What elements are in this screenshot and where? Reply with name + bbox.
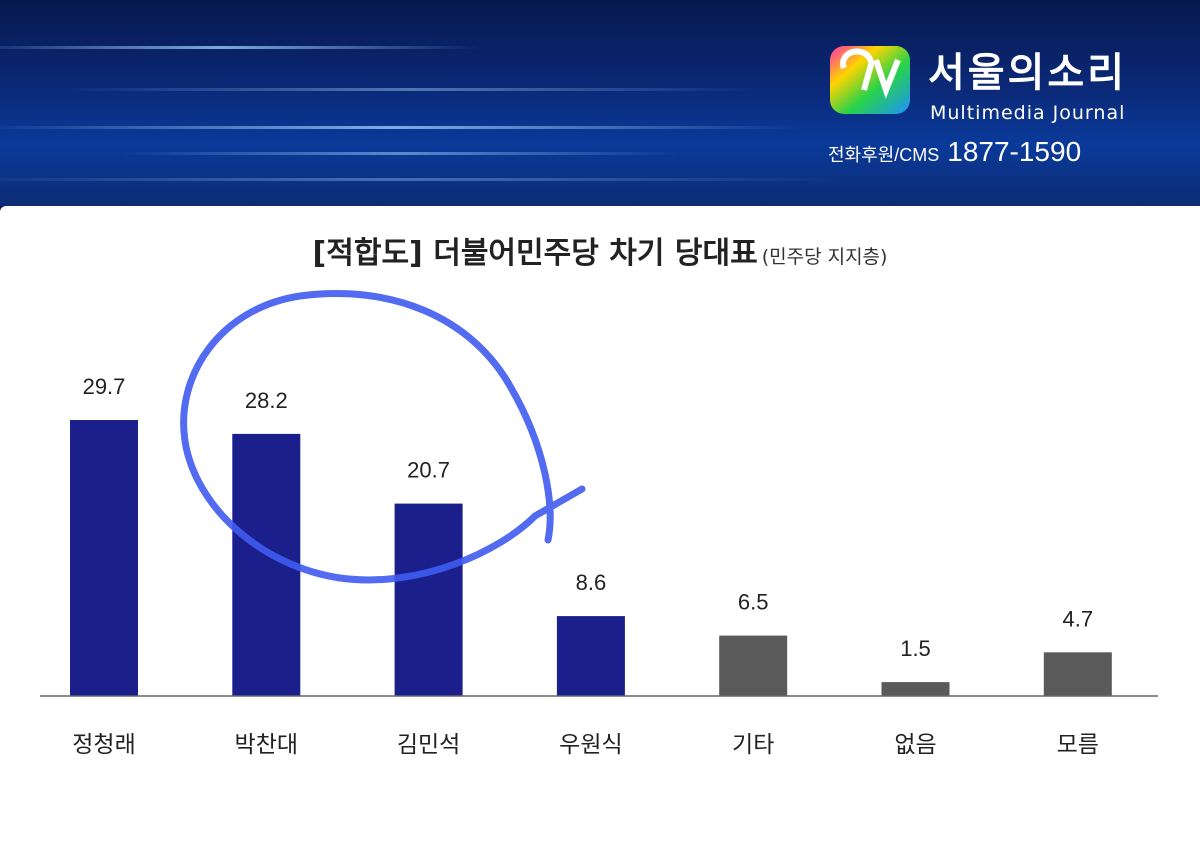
data-label-3: 20.7: [407, 458, 450, 483]
bar-1: [70, 420, 138, 696]
bar-5: [719, 635, 788, 696]
brand-name: 서울의소리: [928, 50, 1127, 96]
banner-streak: [120, 152, 680, 155]
brand-subtitle: Multimedia Journal: [930, 102, 1126, 124]
category-label-7: 모름: [1057, 732, 1099, 758]
phone-number: 1877-1590: [947, 136, 1082, 167]
data-label-6: 1.5: [900, 636, 931, 661]
data-label-1: 29.7: [83, 374, 126, 399]
bar-6: [881, 682, 950, 696]
banner-streak: [60, 88, 760, 91]
chart-subtitle: (민주당 지지층): [761, 246, 888, 268]
bars-layer: [70, 420, 1112, 696]
category-label-1: 정청래: [72, 732, 135, 758]
category-label-2: 박찬대: [235, 732, 298, 758]
brand-logo-block: 서울의소리 Multimedia Journal 전화후원/CMS 1877-15…: [822, 36, 1182, 186]
banner-streak: [0, 46, 480, 49]
hand-drawn-circle: [180, 290, 586, 584]
chart-panel: [적합도] 더불어민주당 차기 당대표 (민주당 지지층): [0, 206, 1200, 866]
data-label-4: 8.6: [576, 570, 607, 595]
category-label-5: 기타: [732, 732, 774, 758]
data-label-2: 28.2: [245, 388, 288, 413]
category-label-4: 우원식: [559, 732, 622, 758]
banner-streak: [0, 178, 840, 181]
bar-4: [556, 616, 625, 696]
banner-streak: [0, 126, 800, 129]
donation-phone: 전화후원/CMS 1877-1590: [828, 136, 1081, 168]
header-banner: 서울의소리 Multimedia Journal 전화후원/CMS 1877-15…: [0, 0, 1200, 206]
category-label-6: 없음: [894, 732, 936, 758]
bar-chart: 29.7 정청래 28.2 박찬대 20.7 김민석 8.6 우원식 6.5 기타 1.5 없음 4.7…: [40, 290, 1158, 758]
bar-3: [394, 503, 463, 696]
phone-label: 전화후원/CMS: [828, 145, 940, 165]
chart-title: [적합도] 더불어민주당 차기 당대표 (민주당 지지층): [0, 228, 1200, 272]
category-label-3: 김민석: [397, 732, 460, 758]
chart-title-text: [적합도] 더불어민주당 차기 당대표: [312, 236, 758, 271]
brand-logo-icon: [830, 46, 910, 114]
labels-layer: 29.7 정청래 28.2 박찬대 20.7 김민석 8.6 우원식 6.5 기타 1.5 없음 4.7…: [72, 374, 1099, 758]
bar-7: [1043, 652, 1112, 696]
data-label-7: 4.7: [1063, 606, 1094, 631]
data-label-5: 6.5: [738, 590, 769, 615]
